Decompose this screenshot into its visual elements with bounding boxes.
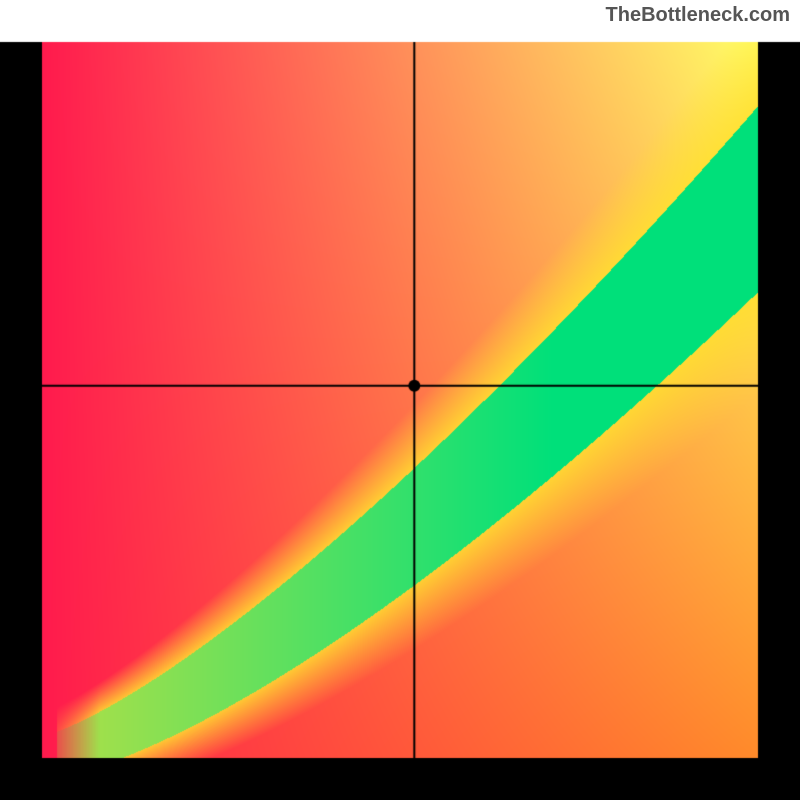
heatmap-canvas — [0, 0, 800, 800]
chart-container: TheBottleneck.com — [0, 0, 800, 800]
watermark-text: TheBottleneck.com — [606, 4, 790, 27]
